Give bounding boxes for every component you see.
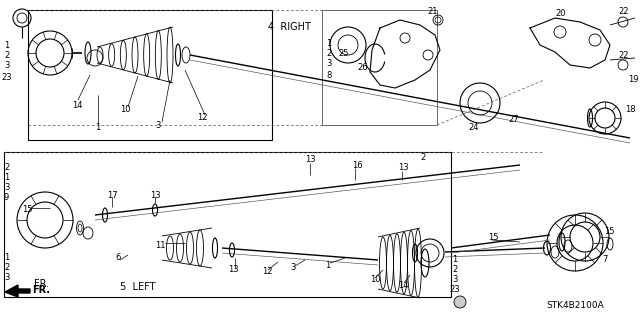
Text: 3: 3 [452, 276, 458, 285]
Circle shape [454, 296, 466, 308]
Text: 12: 12 [197, 114, 207, 122]
Text: 23: 23 [449, 286, 460, 294]
Text: FR.: FR. [32, 285, 50, 295]
Text: 8: 8 [326, 70, 332, 79]
Text: 3: 3 [155, 121, 161, 130]
Text: 2: 2 [420, 153, 425, 162]
Text: 1: 1 [95, 122, 100, 131]
Text: 2: 2 [326, 48, 332, 57]
Text: 11: 11 [155, 241, 166, 249]
Text: 25: 25 [338, 48, 349, 57]
Text: 22: 22 [618, 50, 628, 60]
Text: 2: 2 [4, 162, 9, 172]
Text: 14: 14 [72, 100, 83, 109]
Text: 22: 22 [618, 8, 628, 17]
Text: 13: 13 [150, 190, 161, 199]
Text: 15: 15 [22, 205, 33, 214]
Text: 7: 7 [602, 256, 607, 264]
Text: 13: 13 [228, 265, 239, 275]
Text: 24: 24 [468, 123, 479, 132]
Text: 3: 3 [4, 182, 10, 191]
Text: 3: 3 [4, 61, 10, 70]
Text: 14: 14 [398, 280, 408, 290]
Bar [28, 10, 272, 140]
Text: 20: 20 [555, 9, 566, 18]
Text: 1: 1 [4, 41, 9, 49]
Text: 2: 2 [452, 265, 457, 275]
Text: 1: 1 [452, 256, 457, 264]
Text: 15: 15 [488, 234, 499, 242]
Text: 23: 23 [1, 73, 12, 83]
Text: 10: 10 [370, 276, 381, 285]
Text: 5  LEFT: 5 LEFT [120, 282, 156, 292]
Bar [322, 10, 437, 125]
Text: FR.: FR. [34, 279, 49, 289]
Text: 3: 3 [290, 263, 296, 272]
Text: 1: 1 [326, 39, 332, 48]
Text: STK4B2100A: STK4B2100A [546, 301, 604, 310]
Text: 10: 10 [120, 106, 131, 115]
Text: 3: 3 [4, 273, 10, 283]
Text: 1: 1 [325, 261, 330, 270]
Text: 2: 2 [4, 263, 9, 272]
Text: 9: 9 [4, 192, 9, 202]
Text: 27: 27 [508, 115, 518, 124]
Text: 12: 12 [262, 268, 273, 277]
Bar [4, 152, 451, 297]
Text: 3: 3 [326, 58, 332, 68]
Text: 13: 13 [398, 164, 408, 173]
Text: 1: 1 [4, 173, 9, 182]
Polygon shape [5, 285, 30, 297]
Text: 15: 15 [604, 227, 614, 236]
Text: 2: 2 [4, 50, 9, 60]
Text: 26: 26 [357, 63, 367, 72]
Text: 17: 17 [107, 190, 118, 199]
Text: 4  RIGHT: 4 RIGHT [268, 22, 311, 32]
Text: 1: 1 [4, 254, 9, 263]
Text: 13: 13 [305, 155, 316, 165]
Text: 21: 21 [427, 6, 438, 16]
Text: 16: 16 [352, 160, 363, 169]
Text: 19: 19 [628, 76, 639, 85]
Text: 18: 18 [625, 106, 636, 115]
Text: 6: 6 [115, 254, 120, 263]
